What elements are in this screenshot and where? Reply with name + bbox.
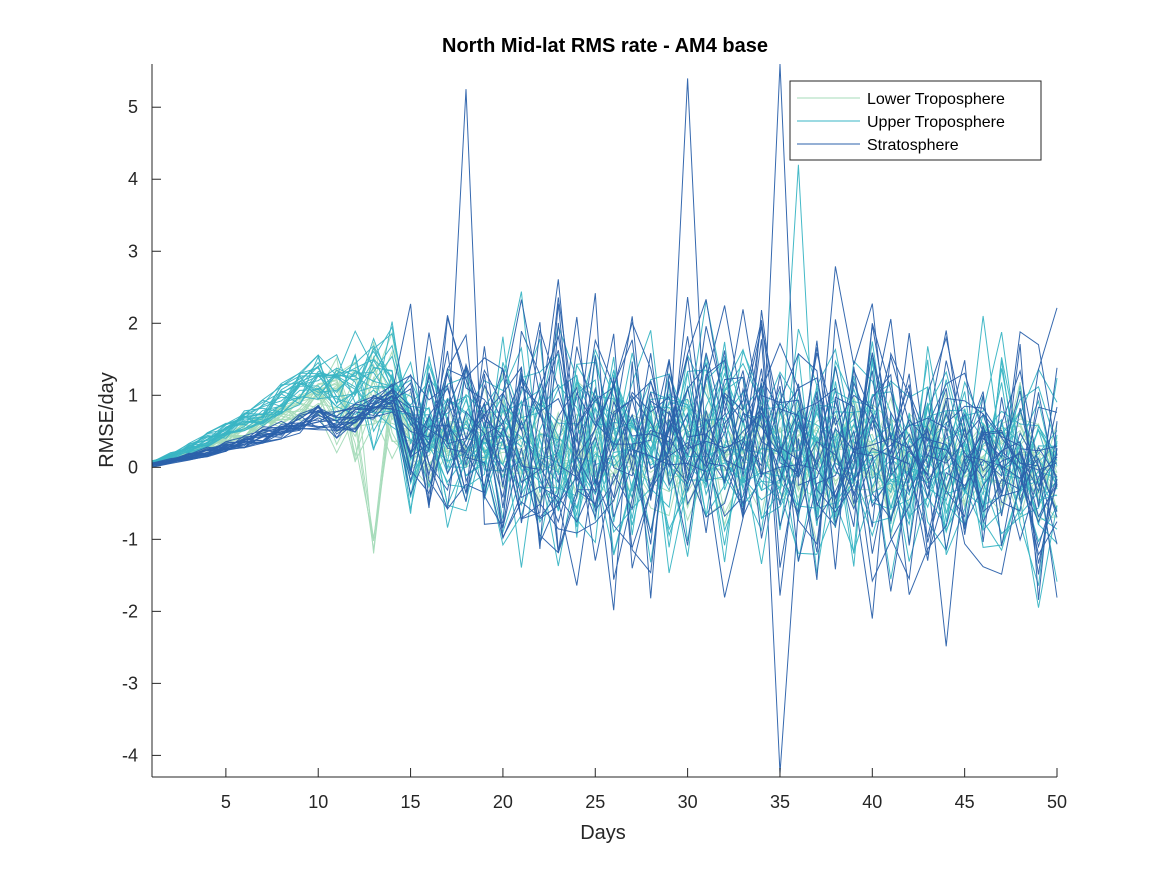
series-line [151, 354, 1058, 567]
series-line [151, 344, 1058, 586]
y-ticks: -4 -3 -2 -1 0 1 2 3 4 5 [122, 97, 161, 765]
series-group [151, 63, 1058, 774]
series-line [151, 353, 1058, 563]
y-tick-label: 5 [128, 97, 138, 117]
series-line [151, 309, 1058, 611]
x-tick-label: 10 [308, 792, 328, 812]
x-tick-label: 45 [955, 792, 975, 812]
x-tick-label: 50 [1047, 792, 1067, 812]
series-line [151, 319, 1058, 596]
y-tick-label: 0 [128, 457, 138, 477]
y-tick-label: -4 [122, 745, 138, 765]
y-tick-label: -3 [122, 673, 138, 693]
x-tick-label: 15 [401, 792, 421, 812]
y-tick-label: 2 [128, 313, 138, 333]
series-line [151, 340, 1058, 549]
series-layer [151, 63, 1058, 774]
x-tick-label: 40 [862, 792, 882, 812]
x-ticks: 5 10 15 20 25 30 35 40 45 50 [221, 768, 1067, 812]
x-tick-label: 30 [678, 792, 698, 812]
y-tick-label: -2 [122, 601, 138, 621]
series-line [151, 279, 1058, 574]
y-tick-label: 4 [128, 169, 138, 189]
x-tick-label: 20 [493, 792, 513, 812]
legend-label: Lower Troposphere [867, 91, 1005, 108]
x-axis-label: Days [580, 822, 626, 844]
y-axis-label: RMSE/day [96, 372, 118, 468]
legend-label: Upper Troposphere [867, 114, 1005, 131]
chart-title: North Mid-lat RMS rate - AM4 base [442, 35, 768, 57]
y-tick-label: 1 [128, 385, 138, 405]
x-tick-label: 35 [770, 792, 790, 812]
series-line [151, 377, 1058, 542]
x-tick-label: 5 [221, 792, 231, 812]
y-tick-label: -1 [122, 529, 138, 549]
series-line [151, 310, 1058, 598]
series-line [151, 305, 1058, 564]
series-line [151, 350, 1058, 524]
legend-label: Stratosphere [867, 137, 959, 154]
series-line [151, 266, 1058, 569]
legend: Lower Troposphere Upper Troposphere Strato… [789, 80, 1042, 161]
y-tick-label: 3 [128, 241, 138, 261]
x-tick-label: 25 [585, 792, 605, 812]
